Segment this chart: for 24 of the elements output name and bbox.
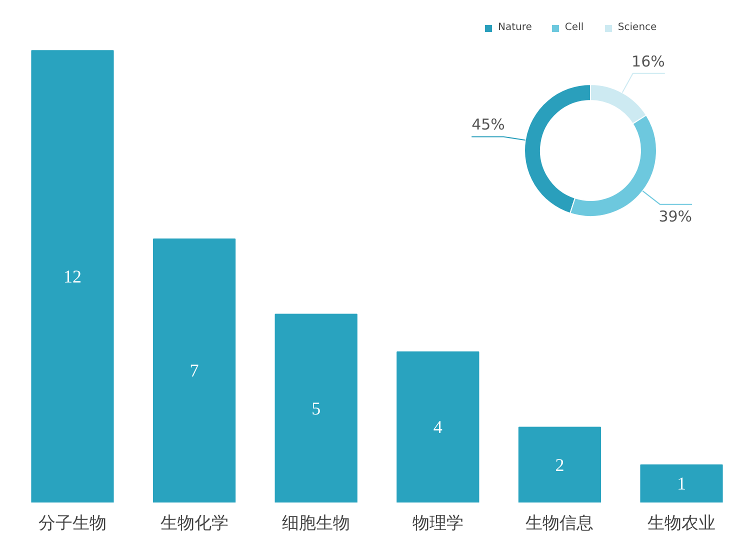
x-tick-label: 分子生物 [38,514,106,534]
x-tick-label: 生物农业 [648,514,716,534]
bar [274,314,358,502]
data-label: 16% [632,52,665,70]
bar [31,50,114,502]
data-label: 39% [658,207,692,226]
legend-label: Cell [564,22,585,33]
x-tick-label: 物理学 [412,514,464,534]
bar [396,351,480,502]
data-label: 7 [190,360,199,381]
data-label: 45% [472,116,505,134]
data-label: 4 [433,417,442,438]
legend-label: Science [618,22,657,33]
x-tick-label: 生物化学 [160,514,228,534]
data-label: 2 [555,454,564,475]
data-label: 1 [677,474,686,494]
bar [152,238,236,502]
x-tick-label: 生物信息 [526,514,594,534]
legend-label: Nature [498,22,532,33]
bar [518,426,602,502]
bar [640,464,723,502]
data-label: 5 [312,398,321,418]
data-label: 12 [63,266,82,287]
x-tick-label: 细胞生物 [282,514,350,534]
